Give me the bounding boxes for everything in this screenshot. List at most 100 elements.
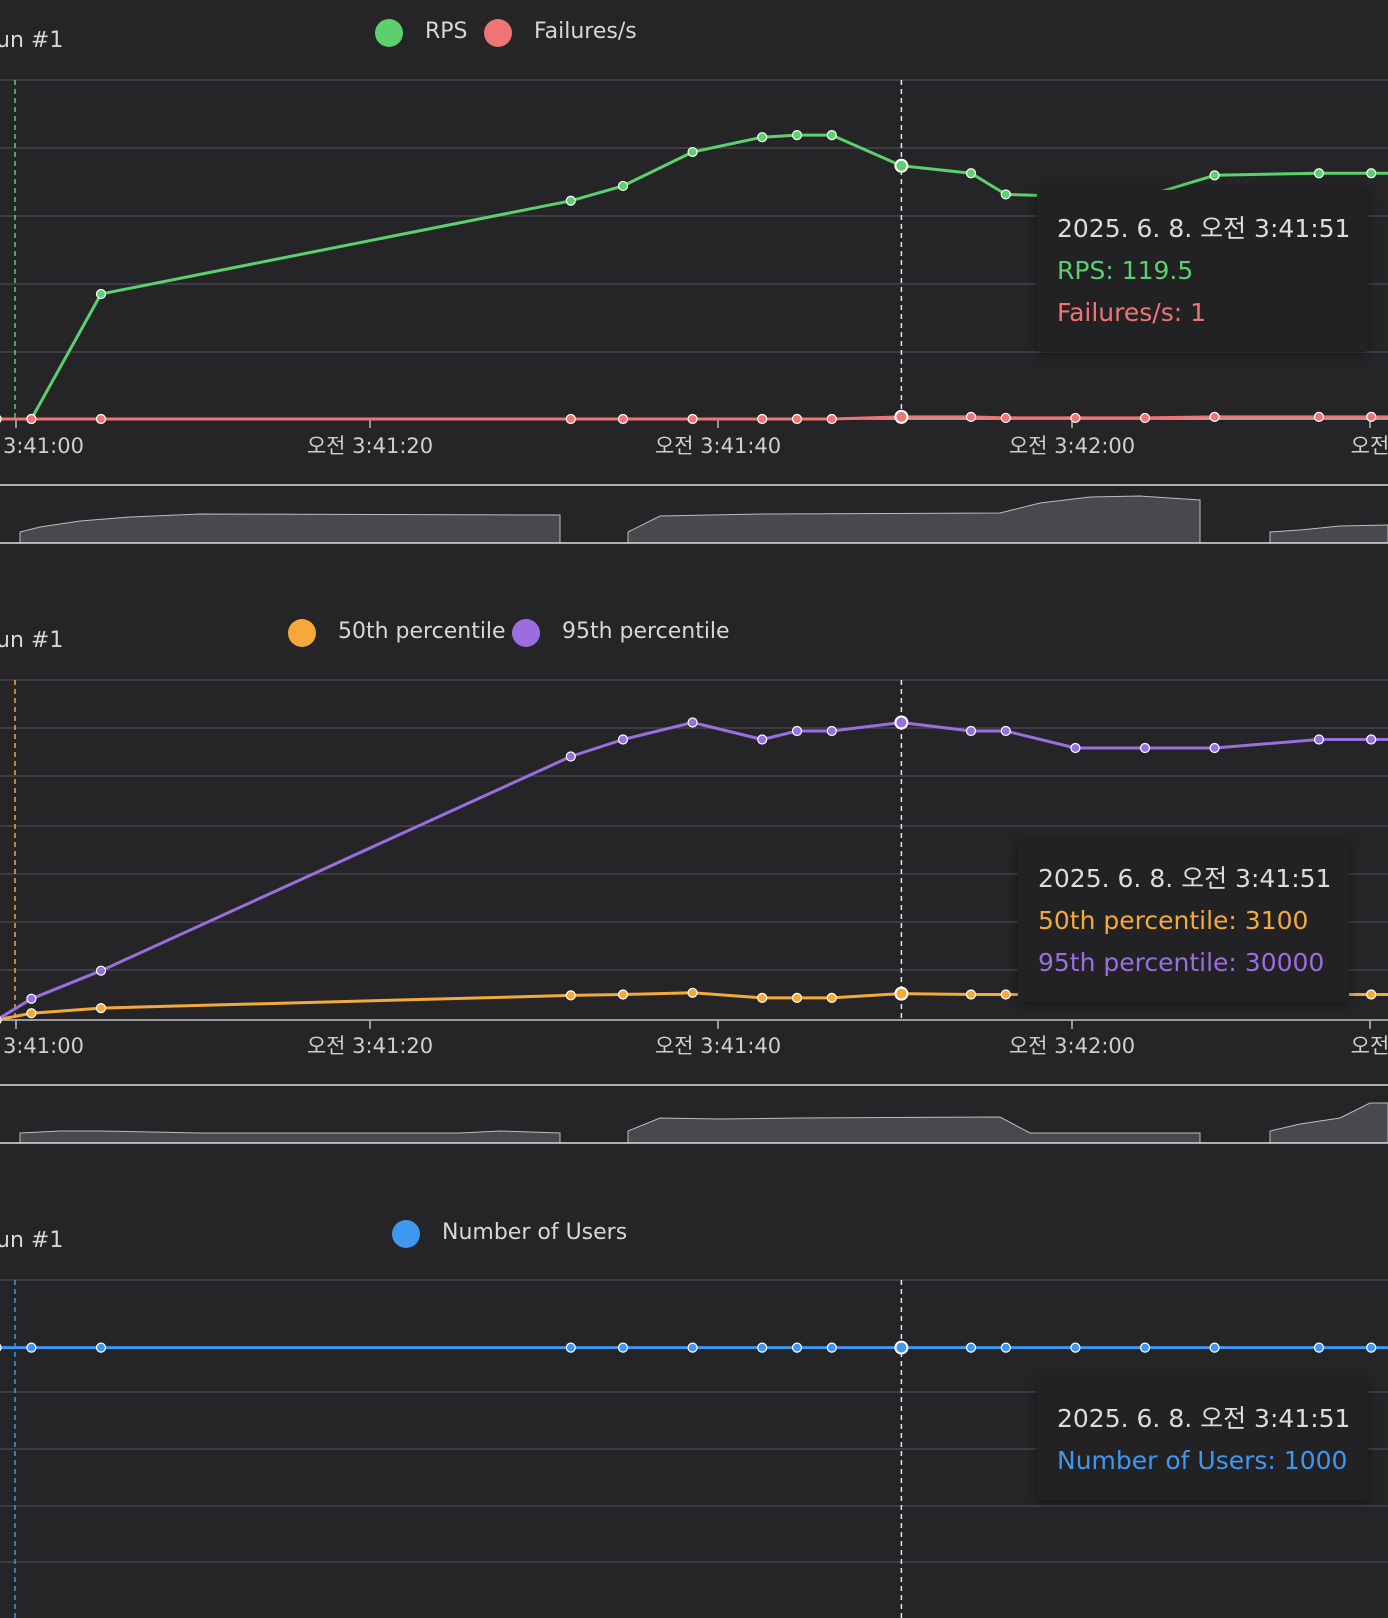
data-point [1139,1342,1151,1353]
data-point [565,1342,576,1353]
data-point [617,989,629,1000]
data-point [791,1342,803,1353]
data-point [1070,412,1081,424]
x-tick-label: 오전 [1351,434,1388,458]
data-point [757,413,768,425]
users-tooltip-line: Number of Users: 1000 [1057,1446,1348,1475]
data-point [894,409,909,424]
data-point [1209,411,1220,422]
legend-marker-icon [392,1220,420,1248]
data-point [1366,734,1377,745]
x-tick-label: 오전 [1351,1034,1388,1058]
rps-tooltip-title: 2025. 6. 8. 오전 3:41:51 [1057,214,1351,243]
data-point [617,413,629,425]
data-point [791,992,803,1004]
data-point [1000,189,1011,200]
data-point [565,195,576,206]
data-point [617,1342,629,1353]
data-point [757,734,768,745]
data-point [687,146,698,158]
data-point [26,993,37,1004]
data-point [757,992,768,1004]
x-tick-label: 오전 3:42:00 [1009,1034,1135,1058]
data-point [1313,734,1325,745]
data-point [617,734,629,745]
data-point [894,1340,909,1355]
legend-label: 95th percentile [562,619,730,644]
data-point [791,129,803,141]
zoom-strip-area [1269,1102,1388,1144]
series-line-failures-s [0,415,1388,421]
data-point [1366,1342,1377,1353]
zoom-strip-area [627,495,1201,544]
data-point [95,288,107,300]
data-point [791,413,803,425]
rps-tooltip: 2025. 6. 8. 오전 3:41:51 RPS: 119.5 Failur… [1037,190,1369,352]
data-point [617,180,629,192]
data-point [791,725,803,737]
legend-label: Failures/s [534,19,637,44]
series-line-rps [0,133,1388,421]
users-tooltip-title: 2025. 6. 8. 오전 3:41:51 [1057,1404,1351,1433]
data-point [1313,1342,1325,1353]
failures-tooltip-line: Failures/s: 1 [1057,298,1206,327]
data-point [0,415,2,423]
run-label: un #1 [0,28,63,53]
data-point [1000,989,1011,1000]
data-point [687,1342,698,1353]
data-point [1366,168,1377,179]
data-point [26,1008,37,1019]
x-tick-label: 오전 3:42:00 [1009,434,1135,458]
data-point [757,132,768,143]
data-point [1139,412,1151,424]
data-point [894,715,909,730]
data-point [965,411,977,422]
data-point [965,989,977,1000]
data-point [565,751,576,762]
zoom-strip-area [19,513,561,544]
data-point [894,158,909,173]
p50-tooltip-line: 50th percentile: 3100 [1038,906,1309,935]
data-point [1000,1342,1011,1353]
data-point [826,1342,837,1353]
data-point [26,413,37,425]
rps-tooltip-line: RPS: 119.5 [1057,256,1194,285]
data-point [1366,411,1377,422]
data-point [565,990,576,1001]
data-point [1209,742,1220,754]
data-point [687,717,698,728]
data-point [826,129,837,141]
legend-label: 50th percentile [338,619,506,644]
run-label: un #1 [0,1228,63,1253]
chart-panel-users: un #1 Number of Users [0,1220,1388,1618]
data-point [95,413,107,425]
x-tick-label: 오전 3:41:20 [307,1034,433,1058]
data-point [965,168,977,179]
data-point [1070,1342,1081,1353]
users-tooltip: 2025. 6. 8. 오전 3:41:51 Number of Users: … [1037,1380,1369,1500]
data-point [95,1002,107,1014]
response-time-tooltip: 2025. 6. 8. 오전 3:41:51 50th percentile: … [1018,840,1350,1002]
zoom-strip-area [19,1130,561,1144]
data-point [1000,412,1011,424]
data-point [1313,168,1325,179]
data-point [95,965,107,976]
data-point [894,986,909,1001]
legend-marker-icon [484,19,512,47]
x-tick-label: 오전 3:41:20 [307,434,433,458]
data-point [1139,742,1151,754]
chart-panel-rps: un #1 RPS Failures/s 3:41:00 오전 3:41:20 오전 3:… [0,19,1388,544]
data-point [687,987,698,998]
data-point [95,1342,107,1353]
data-point [687,413,698,425]
legend-marker-icon [512,619,540,647]
data-point [0,1343,2,1352]
x-tick-label: 3:41:00 [3,434,84,458]
series-line-95th-percentile [0,721,1388,1020]
p95-tooltip-line: 95th percentile: 30000 [1038,948,1325,977]
data-point [0,1016,2,1024]
legend-label: RPS [425,19,468,44]
data-point [26,1342,37,1353]
data-point [757,1342,768,1353]
zoom-strip-area [1269,524,1388,544]
